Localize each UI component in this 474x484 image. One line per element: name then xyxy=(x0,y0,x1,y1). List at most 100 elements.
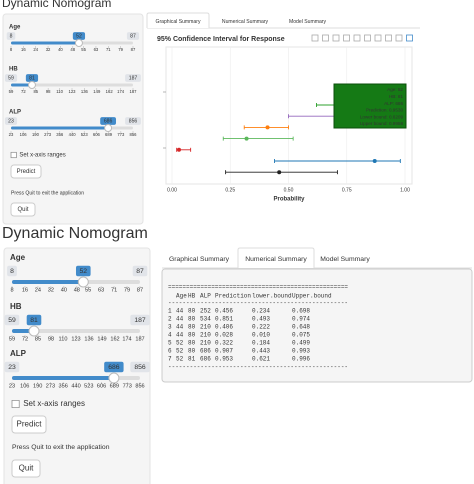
slider-fill xyxy=(12,329,34,333)
quit-button[interactable] xyxy=(11,459,41,478)
checkbox[interactable] xyxy=(10,151,17,159)
x-tick-label: 0.25 xyxy=(225,187,235,193)
point[interactable] xyxy=(176,147,181,152)
tab-active[interactable] xyxy=(146,12,210,28)
table-cell: 3 xyxy=(168,324,172,331)
slider-handle[interactable] xyxy=(28,325,40,337)
slider-value: 686 xyxy=(104,118,113,124)
slider-value: 81 xyxy=(29,75,35,81)
slider-tick-label: 523 xyxy=(84,383,93,389)
slider-tick-label: 79 xyxy=(124,287,130,293)
tooltip-line: Upper bound: 0.9958 xyxy=(360,121,404,126)
toolbar-icon[interactable] xyxy=(322,34,329,42)
table-cell: 0.499 xyxy=(292,340,310,347)
table-cell: 80 xyxy=(188,332,196,339)
slider-tick-label: 110 xyxy=(59,336,68,342)
tab[interactable]: Graphical Summary xyxy=(155,19,200,25)
slider-fill xyxy=(12,376,114,380)
slider-tick-label: 356 xyxy=(58,383,67,389)
slider-tick-label: 63 xyxy=(98,287,104,293)
checkbox[interactable] xyxy=(11,400,20,408)
slider-tick-label: 24 xyxy=(35,287,41,293)
slider-handle[interactable] xyxy=(74,39,83,47)
tab[interactable]: Numerical Summary xyxy=(245,256,307,263)
table-cell: 80 xyxy=(188,340,196,347)
slider-value-box xyxy=(100,117,117,125)
slider-tick-label: 174 xyxy=(122,336,131,342)
table-cell: 0.406 xyxy=(215,324,233,331)
table-cell: 0.953 xyxy=(215,356,233,363)
toolbar-icon[interactable] xyxy=(343,34,350,42)
slider-tick-label: 23 xyxy=(9,383,15,389)
slider-value-box xyxy=(26,314,42,326)
slider-tick-label: 856 xyxy=(130,132,138,137)
slider-tick-label: 689 xyxy=(110,383,119,389)
slider-tick-label: 72 xyxy=(21,89,26,94)
toolbar-icon[interactable] xyxy=(385,34,392,42)
toolbar-icon[interactable] xyxy=(406,34,413,42)
tab[interactable]: Model Summary xyxy=(289,19,327,25)
slider-min: 59 xyxy=(8,317,16,324)
table-cell: 0.907 xyxy=(215,348,233,355)
tab-active[interactable] xyxy=(237,247,315,268)
slider-min-box xyxy=(7,265,17,277)
slider-fill xyxy=(11,83,32,87)
quit-button[interactable] xyxy=(10,202,36,217)
slider-handle[interactable] xyxy=(27,81,36,89)
slider-tick-label: 856 xyxy=(135,383,144,389)
toolbar-icon[interactable] xyxy=(395,34,403,42)
slider-tick-label: 79 xyxy=(118,47,123,52)
slider-tick-label: 273 xyxy=(44,132,52,137)
slider-label: Age xyxy=(9,25,21,31)
slider-handle[interactable] xyxy=(77,276,89,288)
tooltip-line: ALP: 686 xyxy=(384,101,403,106)
slider-tick-label: 187 xyxy=(130,89,138,94)
toolbar-icon[interactable] xyxy=(332,34,340,42)
slider-tick-label: 773 xyxy=(117,132,125,137)
table-cell: 52 xyxy=(176,340,184,347)
slider-tick-label: 106 xyxy=(20,132,28,137)
tab[interactable]: Model Summary xyxy=(320,256,370,263)
slider-min: 23 xyxy=(8,364,16,371)
slider-fill xyxy=(12,280,84,284)
slider-tick-label: 55 xyxy=(85,287,91,293)
slider-handle[interactable] xyxy=(108,372,120,384)
table-cell: 52 xyxy=(176,356,184,363)
slider-label: HB xyxy=(9,67,18,73)
slider-value-box xyxy=(75,265,91,277)
predict-button[interactable] xyxy=(11,415,47,434)
slider-track xyxy=(12,329,140,333)
slider-handle[interactable] xyxy=(104,124,113,132)
toolbar-icon[interactable] xyxy=(353,34,361,42)
slider-tick-label: 162 xyxy=(110,336,119,342)
slider-max-box xyxy=(125,74,141,82)
tab[interactable]: Numerical Summary xyxy=(222,19,269,25)
table-cell: 686 xyxy=(200,356,211,363)
point[interactable] xyxy=(372,159,377,163)
slider-tick-label: 16 xyxy=(22,287,28,293)
slider-tick-label: 606 xyxy=(97,383,106,389)
toolbar-icon[interactable] xyxy=(374,34,382,42)
toolbar-icon[interactable] xyxy=(311,34,319,42)
slider-tick-label: 24 xyxy=(33,47,38,52)
slider-max-box xyxy=(130,314,150,326)
predict-button[interactable] xyxy=(10,164,42,179)
table-cell: 0.234 xyxy=(252,308,270,315)
tooltip-line: Age: 52 xyxy=(387,87,403,92)
point[interactable] xyxy=(244,136,249,141)
table-cell: 0.010 xyxy=(252,332,270,339)
slider-max: 187 xyxy=(129,75,138,81)
slider-max-box xyxy=(126,32,140,40)
point[interactable] xyxy=(277,170,282,175)
quit-button-label: Quit xyxy=(17,207,28,213)
toolbar-icon[interactable] xyxy=(364,34,371,42)
table-cell: 80 xyxy=(188,348,196,355)
slider-tick-label: 85 xyxy=(35,336,41,342)
app-title: Dynamic Nomogram xyxy=(2,0,111,10)
point[interactable] xyxy=(265,125,270,130)
app-title: Dynamic Nomogram xyxy=(2,225,148,242)
table-cell: 0.974 xyxy=(292,316,310,323)
slider-min: 23 xyxy=(8,118,14,124)
table-cell: 0.996 xyxy=(292,356,310,363)
tab[interactable]: Graphical Summary xyxy=(169,256,230,263)
